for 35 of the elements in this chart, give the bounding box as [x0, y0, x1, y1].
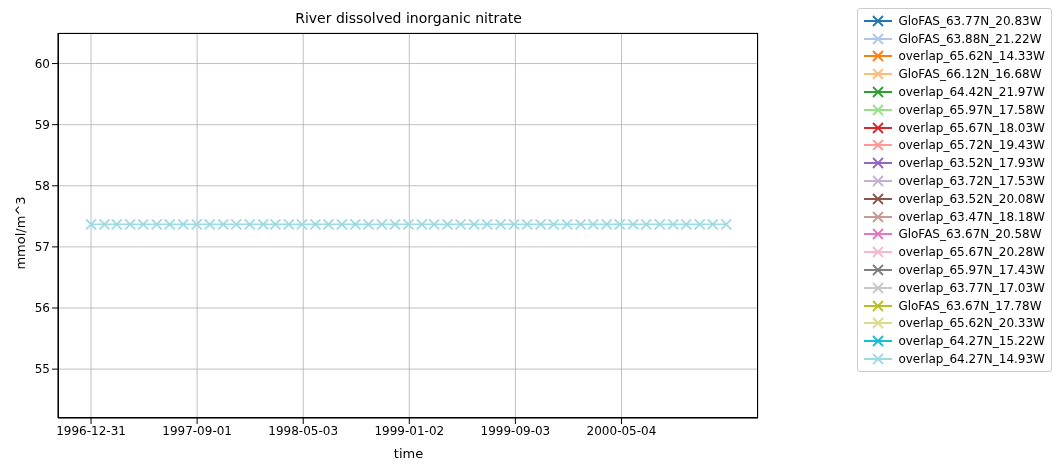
legend-label: GloFAS_63.88N_21.22W [898, 31, 1042, 46]
y-tick-label: 60 [34, 56, 50, 71]
legend-label: overlap_65.67N_18.03W [898, 120, 1045, 135]
chart-title: River dissolved inorganic nitrate [294, 10, 523, 26]
y-axis-title: mmol/m^3 [12, 196, 28, 270]
y-tick-label: 56 [34, 301, 50, 316]
legend-label: GloFAS_63.67N_20.58W [898, 227, 1042, 242]
legend-label: overlap_63.52N_17.93W [898, 156, 1045, 171]
x-tick-label: 1997-09-01 [162, 423, 233, 438]
x-tick-label: 1999-09-03 [480, 423, 551, 438]
x-tick-label: 1999-01-02 [374, 423, 445, 438]
legend-label: overlap_63.72N_17.53W [898, 174, 1045, 189]
legend-label: GloFAS_63.77N_20.83W [898, 13, 1042, 28]
x-tick-label: 1998-05-03 [268, 423, 339, 438]
x-tick-label: 2000-05-04 [586, 423, 657, 438]
x-axis-title: time [392, 446, 425, 461]
legend-label: overlap_64.27N_15.22W [898, 334, 1045, 349]
legend-label: overlap_65.67N_20.28W [898, 245, 1045, 260]
legend-label: GloFAS_66.12N_16.68W [898, 67, 1042, 82]
legend-label: overlap_65.97N_17.58W [898, 102, 1045, 117]
legend-label: overlap_64.27N_14.93W [898, 352, 1045, 367]
legend-label: overlap_65.62N_14.33W [898, 49, 1045, 64]
legend-label: overlap_65.97N_17.43W [898, 263, 1045, 278]
x-tick-label: 1996-12-31 [56, 423, 126, 438]
y-tick-label: 58 [34, 179, 50, 194]
legend-label: overlap_63.52N_20.08W [898, 191, 1045, 206]
y-tick-label: 57 [34, 240, 50, 255]
y-tick-label: 55 [34, 362, 50, 377]
legend-label: overlap_64.42N_21.97W [898, 85, 1045, 100]
legend-label: overlap_63.47N_18.18W [898, 209, 1045, 224]
legend-label: GloFAS_63.67N_17.78W [898, 298, 1042, 313]
legend-label: overlap_63.77N_17.03W [898, 280, 1045, 295]
legend-label: overlap_65.62N_20.33W [898, 316, 1045, 331]
legend-label: overlap_65.72N_19.43W [898, 138, 1045, 153]
y-tick-label: 59 [34, 117, 50, 132]
